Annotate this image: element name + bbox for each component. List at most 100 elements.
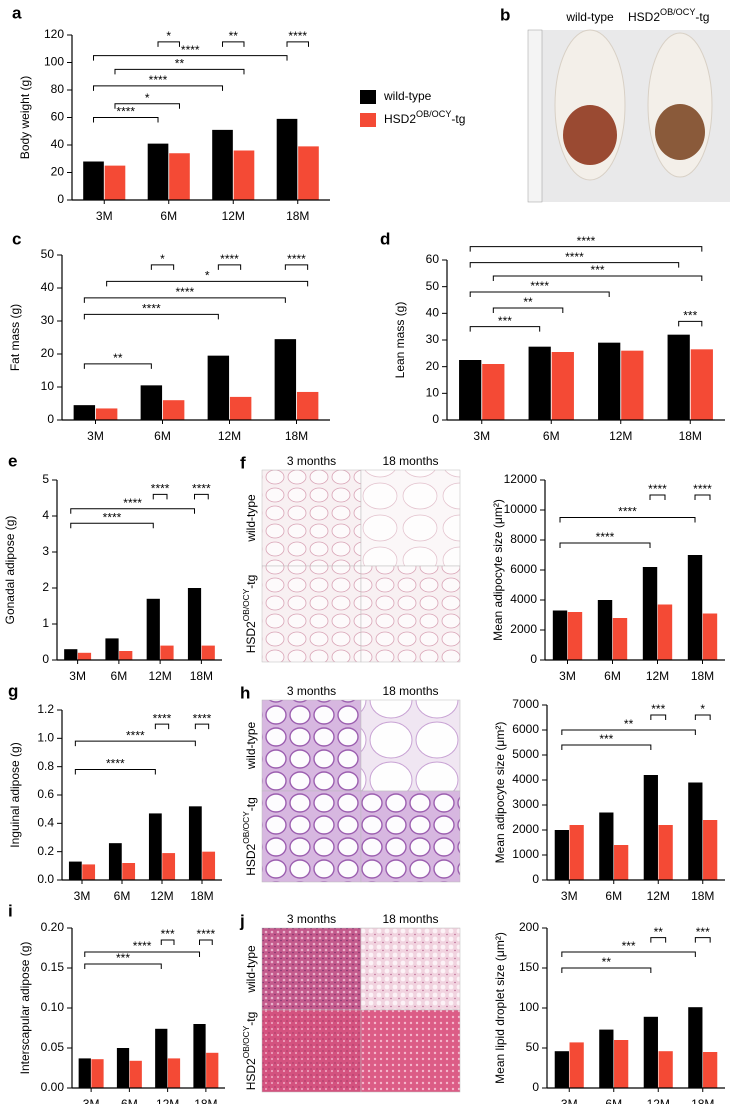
x-tick-label: 12M	[609, 429, 632, 443]
bar	[598, 342, 621, 420]
significance-bracket	[194, 723, 210, 730]
significance-label: **	[624, 717, 634, 731]
row-title: wild-type	[244, 945, 258, 994]
row-title-suffix: -tg	[244, 1012, 258, 1026]
significance-bracket	[561, 744, 652, 750]
significance-bracket	[678, 320, 703, 327]
bar	[703, 820, 718, 880]
significance-bracket	[194, 493, 209, 500]
row-title-main: HSD2	[244, 1058, 258, 1090]
y-tick-label: 20	[51, 165, 65, 179]
y-axis-label: Fat mass (g)	[8, 304, 22, 371]
histology-image	[261, 469, 362, 567]
significance-label: ***	[651, 702, 665, 716]
histology-image	[261, 927, 362, 1011]
y-tick-label: 4	[42, 508, 49, 522]
row-title: HSD2OB/OCY-tg	[241, 797, 258, 876]
significance-bracket	[93, 117, 159, 123]
significance-label: ****	[596, 530, 615, 544]
significance-bracket	[70, 508, 196, 514]
row-title: HSD2OB/OCY-tg	[241, 1012, 258, 1091]
y-tick-label: 4000	[510, 592, 537, 606]
significance-bracket	[561, 951, 696, 957]
x-tick-label: 12M	[156, 1097, 179, 1104]
significance-label: ****	[530, 279, 549, 293]
significance-bracket	[83, 363, 152, 369]
significance-label: *	[160, 252, 165, 266]
x-tick-label: 3M	[561, 889, 578, 903]
row-title-suffix: -tg	[244, 797, 258, 811]
bar	[202, 851, 216, 880]
significance-label: ***	[599, 732, 613, 746]
significance-bracket	[114, 68, 245, 75]
x-tick-label: 6M	[111, 669, 128, 683]
photo-caption: wild-type	[565, 10, 614, 24]
y-tick-label: 50	[526, 1040, 540, 1054]
y-tick-label: 3	[42, 544, 49, 558]
y-tick-label: 0	[432, 412, 439, 426]
y-tick-label: 20	[426, 359, 440, 373]
significance-label: ****	[287, 252, 306, 266]
significance-label: ***	[683, 309, 697, 323]
legend-swatch	[360, 90, 376, 104]
y-tick-label: 20	[41, 346, 55, 360]
significance-label: **	[113, 351, 123, 365]
y-tick-label: 2000	[512, 822, 539, 836]
x-tick-label: 6M	[604, 669, 621, 683]
x-tick-label: 18M	[691, 889, 714, 903]
x-tick-label: 3M	[83, 1097, 100, 1104]
bar	[599, 812, 614, 880]
y-tick-label: 0.10	[41, 1000, 65, 1014]
significance-bracket	[469, 326, 541, 332]
bar	[296, 391, 319, 420]
y-axis-label: Mean adipocyte size (μm²)	[491, 499, 505, 641]
significance-bracket	[83, 297, 286, 303]
x-tick-label: 18M	[285, 429, 308, 443]
photo-caption-main: HSD2	[628, 10, 660, 24]
y-tick-label: 40	[426, 306, 440, 320]
panel-letter: d	[380, 229, 390, 248]
significance-bracket	[650, 714, 667, 720]
y-tick-label: 0.15	[41, 960, 65, 974]
significance-label: ****	[149, 73, 168, 87]
bar	[83, 161, 104, 200]
bar	[528, 346, 551, 420]
bar	[162, 400, 185, 420]
y-tick-label: 12000	[504, 472, 538, 486]
histology-image	[261, 699, 362, 792]
y-tick-label: 80	[51, 82, 65, 96]
significance-label: ****	[123, 496, 142, 510]
significance-label: ****	[288, 29, 307, 43]
significance-bracket	[152, 493, 168, 500]
bar	[687, 555, 703, 660]
x-tick-label: 12M	[222, 209, 245, 223]
panel-letter: f	[240, 453, 246, 472]
x-tick-label: 18M	[679, 429, 702, 443]
significance-bracket	[154, 723, 170, 730]
specimen-organs	[563, 105, 617, 165]
y-tick-label: 0	[57, 192, 64, 206]
x-tick-label: 6M	[154, 429, 171, 443]
photo-caption-suffix: -tg	[695, 10, 709, 24]
y-tick-label: 5	[42, 472, 49, 486]
bar	[614, 1040, 629, 1088]
bar	[569, 825, 584, 880]
significance-label: ***	[591, 263, 605, 277]
x-tick-label: 6M	[605, 889, 622, 903]
bar	[148, 813, 162, 880]
y-axis-label: Body weight (g)	[18, 76, 32, 159]
significance-label: **	[175, 57, 185, 71]
significance-label: ****	[565, 250, 584, 264]
bar	[233, 150, 255, 200]
x-tick-label: 12M	[218, 429, 241, 443]
y-tick-label: 7000	[512, 697, 539, 711]
significance-label: ****	[181, 43, 200, 57]
y-tick-label: 30	[426, 332, 440, 346]
legend-swatch	[360, 113, 376, 127]
y-tick-label: 0.0	[37, 872, 54, 886]
significance-label: ****	[176, 285, 195, 299]
y-tick-label: 30	[41, 313, 55, 327]
y-tick-label: 10	[426, 386, 440, 400]
bar	[274, 339, 297, 420]
